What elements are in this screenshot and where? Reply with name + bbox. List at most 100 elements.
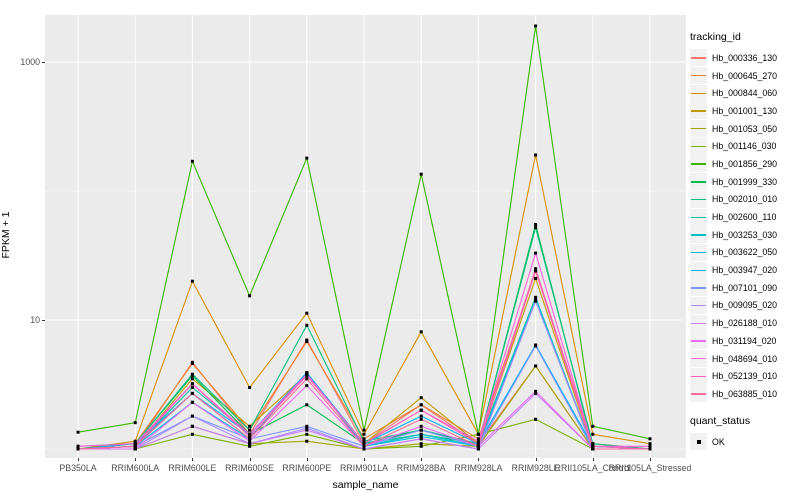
square-point-icon	[696, 439, 701, 444]
legend-title-tracking-id: tracking_id	[690, 31, 741, 43]
legend-key	[690, 243, 707, 261]
legend-title-quant-status: quant_status	[690, 414, 751, 427]
x-tick-mark	[421, 458, 423, 461]
legend-key-line-icon	[691, 234, 706, 236]
legend-item: Hb_007101_090	[690, 279, 798, 297]
legend-item: Hb_031194_020	[690, 332, 798, 350]
legend-key	[690, 226, 707, 244]
legend-key-line-icon	[691, 145, 706, 148]
legend-item: Hb_063885_010	[690, 385, 798, 403]
x-tick-label: RRIM901LA	[340, 463, 388, 473]
legend-key-line-icon	[691, 393, 706, 395]
legend-items: Hb_000336_130 Hb_000645_270 Hb_000844_060 H…	[690, 49, 798, 403]
legend-key	[690, 120, 707, 138]
x-tick-label: RRII105LA_Control	[554, 463, 631, 473]
legend-item: Hb_048694_010	[690, 350, 798, 368]
legend-key	[690, 67, 707, 85]
plot-canvas	[45, 15, 686, 458]
x-tick-mark	[478, 458, 480, 461]
legend-key	[690, 49, 707, 67]
x-tick-label: RRIM928LA	[454, 463, 503, 473]
legend-item-label: Hb_001053_050	[712, 123, 778, 134]
legend-item-label: Hb_002600_110	[712, 212, 777, 223]
legend-item: Hb_001001_130	[690, 102, 798, 120]
x-tick-mark	[364, 458, 365, 461]
legend-key	[690, 279, 707, 297]
quant-legend-items: OK	[690, 433, 798, 451]
legend-key-line-icon	[691, 75, 706, 77]
legend-key-line-icon	[691, 110, 706, 112]
x-tick-label: RRIM600SE	[225, 463, 275, 473]
legend-key-line-icon	[691, 181, 706, 183]
legend-item-label: Hb_031194_020	[712, 335, 777, 346]
legend-item-label: Hb_003622_050	[712, 247, 778, 258]
legend-key-line-icon	[691, 92, 706, 95]
legend-item-label: Hb_000844_060	[712, 88, 778, 99]
legend-item: Hb_002010_010	[690, 190, 798, 209]
x-tick-mark	[249, 458, 251, 461]
legend-key-line-icon	[691, 375, 706, 378]
x-tick-label: RRIM600LE	[168, 463, 217, 473]
legend: tracking_id Hb_000336_130 Hb_000645_270 Hb…	[690, 31, 798, 451]
legend-key	[690, 261, 707, 279]
y-tick-label: 1000	[20, 56, 40, 67]
x-tick-label: RRII105LA_Stressed	[608, 463, 692, 473]
legend-item-label: Hb_001146_030	[712, 141, 777, 152]
legend-key-line-icon	[691, 287, 706, 289]
legend-item-label: Hb_002010_010	[712, 194, 778, 205]
legend-key-line-icon	[691, 57, 706, 59]
y-tick-mark	[42, 62, 45, 63]
legend-key	[690, 314, 707, 332]
legend-item-label: Hb_063885_010	[712, 388, 778, 399]
legend-item: Hb_003253_030	[690, 226, 798, 244]
legend-item-label: Hb_001856_290	[712, 158, 778, 169]
legend-item-label: Hb_048694_010	[712, 353, 778, 364]
legend-item-label: Hb_000645_270	[712, 70, 778, 81]
legend-key-line-icon	[691, 163, 706, 165]
legend-key	[690, 367, 707, 385]
legend-item-label: Hb_001001_130	[712, 105, 778, 116]
legend-key-line-icon	[691, 251, 706, 254]
legend-item: Hb_000645_270	[690, 67, 798, 85]
x-tick-label: PB350LA	[59, 463, 97, 473]
legend-key-line-icon	[691, 340, 706, 342]
legend-item-label: Hb_009095_020	[712, 300, 778, 311]
legend-key	[690, 332, 707, 350]
legend-key-line-icon	[691, 198, 706, 201]
legend-key-line-icon	[691, 269, 706, 271]
legend-key	[690, 84, 707, 102]
legend-item: Hb_052139_010	[690, 367, 798, 385]
legend-key	[690, 208, 707, 226]
quant-legend-key	[690, 433, 707, 451]
quant-legend-item-label: OK	[712, 436, 725, 447]
legend-key	[690, 385, 707, 403]
y-axis-title: FPKM + 1	[0, 211, 12, 259]
x-tick-mark	[192, 458, 194, 461]
legend-item-label: Hb_007101_090	[712, 282, 778, 293]
legend-key-line-icon	[691, 322, 706, 325]
x-tick-label: RRIM928LE	[511, 463, 560, 473]
legend-key-line-icon	[691, 216, 706, 218]
legend-item-label: Hb_003947_020	[712, 265, 778, 276]
y-tick-label: 10	[30, 314, 40, 325]
x-axis-title: sample_name	[332, 479, 399, 491]
legend-key	[690, 102, 707, 120]
legend-item: Hb_001856_290	[690, 155, 798, 173]
x-tick-label: RRIM600LA	[111, 463, 160, 473]
y-tick-mark	[42, 320, 45, 321]
x-tick-mark	[592, 458, 594, 461]
legend-item: Hb_009095_020	[690, 296, 798, 315]
legend-item: Hb_003622_050	[690, 243, 798, 262]
x-tick-mark	[535, 458, 537, 461]
legend-key-line-icon	[691, 358, 706, 360]
legend-key	[690, 137, 707, 155]
legend-key	[690, 296, 707, 314]
plot-panel	[45, 15, 686, 458]
legend-item: Hb_001053_050	[690, 120, 798, 138]
x-tick-mark	[650, 458, 651, 461]
legend-key	[690, 173, 707, 191]
x-tick-label: RRIM928BA	[396, 463, 446, 473]
legend-item-label: Hb_003253_030	[712, 229, 778, 240]
legend-item-label: Hb_001999_330	[712, 176, 778, 187]
